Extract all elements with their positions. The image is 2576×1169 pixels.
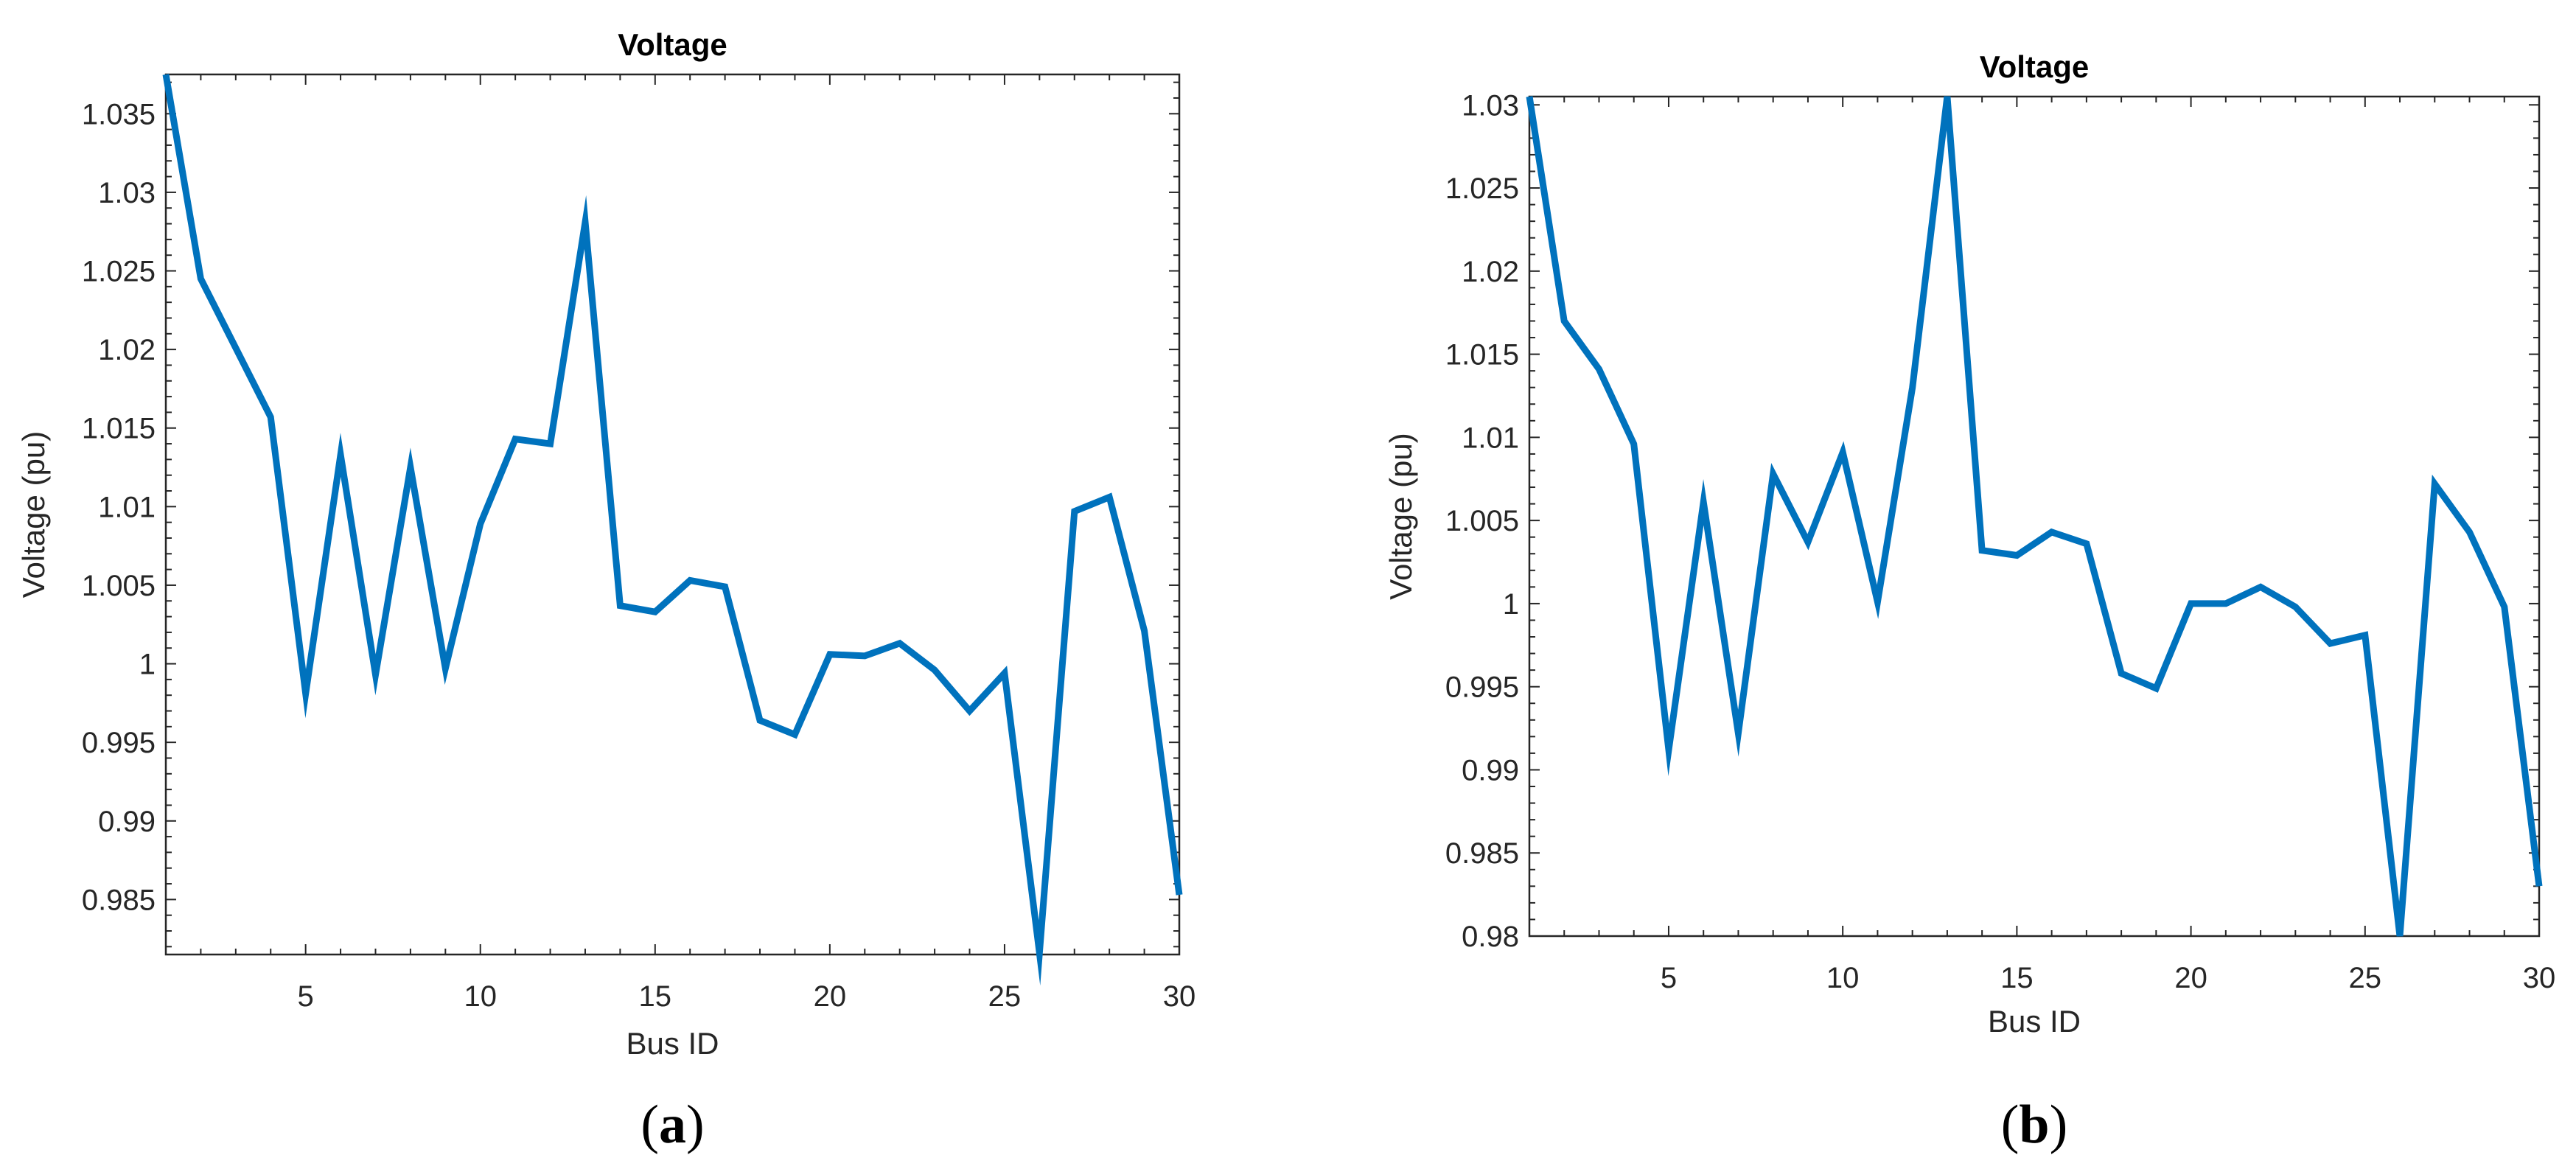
y-tick-label: 1.02	[1462, 256, 1519, 288]
y-tick-label: 1.005	[1445, 505, 1519, 537]
y-tick-label: 0.99	[1462, 754, 1519, 786]
x-tick-label: 25	[2349, 962, 2382, 994]
panel-label: (b)	[2001, 1095, 2067, 1155]
y-axis-label: Voltage (pu)	[1383, 433, 1418, 600]
y-tick-label: 0.98	[1462, 921, 1519, 953]
series-line-voltage	[1526, 96, 2543, 937]
chart-title: Voltage	[1980, 49, 2090, 84]
x-tick-label: 30	[2523, 962, 2556, 994]
panel-label: (a)	[640, 1095, 704, 1155]
x-tick-label: 15	[2000, 962, 2034, 994]
y-tick-label: 1.005	[82, 570, 156, 602]
y-tick-label: 1	[139, 649, 156, 681]
x-tick-label: 10	[1826, 962, 1860, 994]
plot-area-frame	[164, 73, 1181, 956]
y-tick-label: 1.025	[1445, 172, 1519, 205]
y-tick-label: 1.035	[82, 98, 156, 130]
y-tick-label: 1.01	[98, 491, 156, 523]
x-tick-label: 30	[1163, 980, 1196, 1013]
x-tick-label: 25	[988, 980, 1022, 1013]
y-tick-label: 1	[1503, 588, 1519, 621]
y-tick-label: 1.015	[1445, 339, 1519, 371]
chart-title: Voltage	[618, 27, 727, 62]
y-tick-label: 0.995	[1445, 671, 1519, 704]
x-axis-label: Bus ID	[1988, 1004, 2081, 1039]
x-axis-label: Bus ID	[626, 1026, 719, 1061]
y-tick-label: 1.01	[1462, 422, 1519, 454]
x-tick-label: 15	[639, 980, 672, 1013]
y-tick-label: 1.015	[82, 413, 156, 445]
y-tick-label: 0.995	[82, 727, 156, 759]
chart-panel-a: Voltage 0.985 0.99 0.995 1 1.005 1.01 1.015 1.02…	[16, 27, 1195, 1155]
y-tick-label: 1.03	[1462, 89, 1519, 122]
y-tick-label: 1.025	[82, 256, 156, 288]
y-tick-label: 0.985	[1445, 837, 1519, 870]
y-tick-label: 0.985	[82, 884, 156, 916]
x-tick-label: 20	[814, 980, 847, 1013]
x-tick-label: 5	[1661, 962, 1677, 994]
x-tick-label: 20	[2174, 962, 2207, 994]
plot-area-frame	[1528, 95, 2541, 938]
y-tick-label: 1.02	[98, 334, 156, 366]
y-axis-label: Voltage (pu)	[16, 431, 51, 599]
x-tick-label: 10	[464, 980, 497, 1013]
series-line-voltage	[162, 74, 1183, 986]
chart-panel-b: Voltage 0.98 0.985 0.99 0.995 1 1.005 1.01 1.015…	[1383, 49, 2555, 1155]
y-tick-label: 0.99	[98, 806, 156, 838]
x-tick-label: 5	[298, 980, 314, 1013]
y-tick-label: 1.03	[98, 177, 156, 209]
